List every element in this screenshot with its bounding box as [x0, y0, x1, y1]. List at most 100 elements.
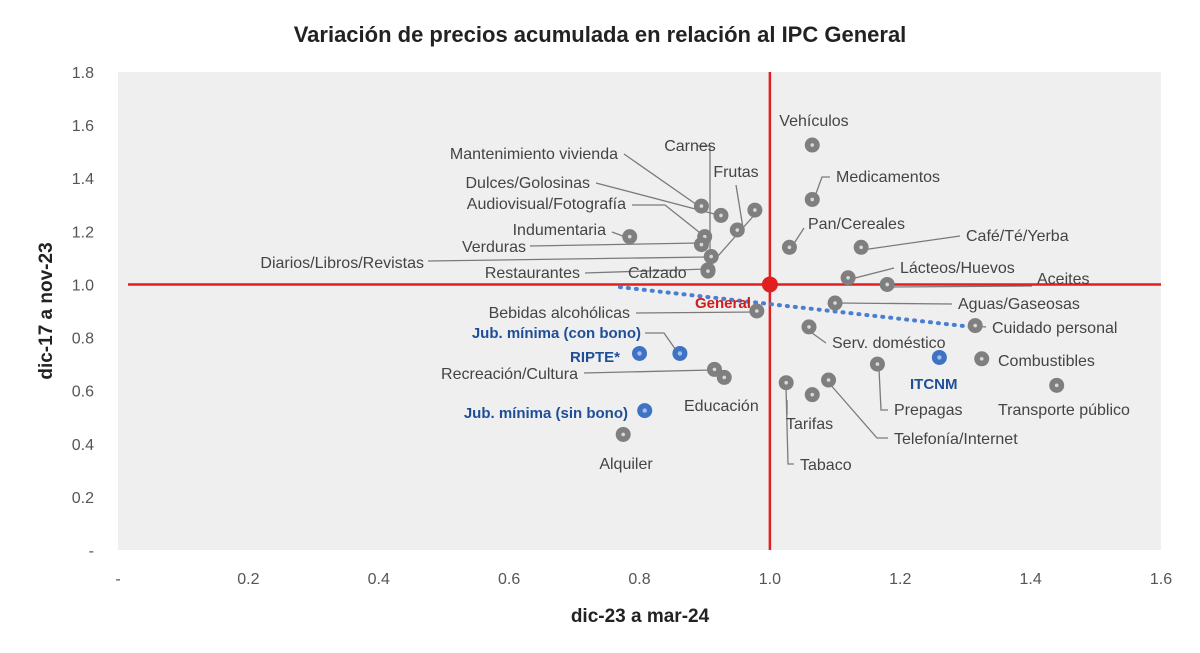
- x-tick-label: 1.4: [1020, 571, 1042, 588]
- point-center-jub-minima-con-bono: [677, 351, 683, 356]
- label-prepagas: Prepagas: [894, 402, 963, 419]
- point-center-dulces-golosinas: [719, 213, 723, 218]
- leader-line-serv-domestico: [811, 332, 827, 344]
- point-center-aceites: [885, 282, 890, 287]
- leader-line-bebidas-alcoholicas: [635, 311, 758, 314]
- label-alquiler: Alquiler: [599, 456, 653, 473]
- point-center-mantenimiento-vivienda: [699, 204, 704, 208]
- label-telefonia-internet: Telefonía/Internet: [894, 431, 1018, 448]
- label-medicamentos: Medicamentos: [836, 169, 940, 186]
- label-calzado: Calzado: [628, 265, 687, 282]
- leader-line-verduras: [529, 242, 701, 247]
- leader-line-restaurantes: [584, 268, 708, 274]
- label-transporte-publico: Transporte público: [998, 402, 1130, 419]
- label-recreacion-cultura: Recreación/Cultura: [441, 366, 578, 383]
- label-jub-minima-con-bono: Jub. mínima (con bono): [472, 325, 641, 342]
- point-center-carnes: [753, 208, 757, 212]
- point-center-lacteos-huevos: [846, 276, 850, 280]
- leader-line-aceites: [889, 285, 1033, 288]
- leader-line-cafe-te-yerba: [861, 235, 961, 251]
- point-center-combustibles: [979, 357, 984, 361]
- label-aceites: Aceites: [1037, 271, 1089, 288]
- label-vehiculos: Vehículos: [779, 113, 848, 130]
- point-center-bebidas-alcoholicas: [755, 309, 759, 313]
- leader-line-prepagas: [878, 368, 888, 411]
- point-center-pan-cereales: [787, 245, 792, 250]
- point-center-calzado: [706, 269, 710, 273]
- label-mantenimiento-vivienda: Mantenimiento vivienda: [450, 146, 618, 163]
- x-tick-label: 0.4: [368, 571, 390, 588]
- point-center-telefonia-internet: [826, 378, 831, 382]
- trendline: [617, 285, 974, 329]
- y-tick-label: 1.0: [72, 277, 94, 294]
- leader-line-frutas: [735, 184, 744, 229]
- y-tick-label: -: [89, 543, 94, 560]
- point-center-prepagas: [875, 362, 880, 366]
- label-restaurantes: Restaurantes: [485, 265, 580, 282]
- reference-lines: [128, 72, 1161, 550]
- point-center-indumentaria: [627, 234, 632, 239]
- y-tick-label: 1.4: [72, 171, 94, 188]
- label-aguas-gaseosas: Aguas/Gaseosas: [958, 296, 1080, 313]
- point-center-frutas: [735, 228, 740, 232]
- label-dulces-golosinas: Dulces/Golosinas: [466, 175, 591, 192]
- y-tick-label: 1.2: [72, 224, 94, 241]
- point-general: [761, 276, 778, 293]
- label-audiovisual-fotografia: Audiovisual/Fotografía: [467, 196, 626, 213]
- leader-line-aguas-gaseosas: [835, 302, 953, 305]
- x-tick-label: 1.6: [1150, 571, 1172, 588]
- data-points: [615, 137, 1065, 442]
- x-tick-label: -: [115, 571, 120, 588]
- y-tick-label: 1.6: [72, 118, 94, 135]
- leader-line-audiovisual-fotografia: [632, 204, 705, 237]
- point-center-medicamentos: [810, 197, 815, 202]
- x-tick-label: 0.8: [628, 571, 650, 588]
- label-tabaco: Tabaco: [800, 457, 852, 474]
- label-cafe-te-yerba: Café/Té/Yerba: [966, 228, 1069, 245]
- point-center-alquiler: [621, 432, 626, 437]
- label-tarifas: Tarifas: [786, 416, 833, 433]
- point-center-educacion: [722, 375, 727, 380]
- y-tick-label: 0.2: [72, 490, 94, 507]
- label-serv-domestico: Serv. doméstico: [832, 335, 946, 352]
- point-center-tabaco: [784, 380, 788, 385]
- point-center-aguas-gaseosas: [833, 301, 837, 305]
- point-center-cuidado-personal: [973, 323, 978, 328]
- leader-line-medicamentos: [813, 176, 830, 200]
- label-jub-minima-sin-bono: Jub. mínima (sin bono): [464, 405, 628, 422]
- point-center-itcnm: [937, 355, 942, 360]
- leader-line-jub-minima-con-bono: [645, 332, 679, 354]
- x-tick-labels: - 0.2 0.4 0.6 0.8 1.0 1.2 1.4 1.6: [115, 571, 1172, 588]
- x-tick-label: 0.2: [237, 571, 259, 588]
- y-axis-title: dic-17 a nov-23: [36, 242, 57, 379]
- point-center-ripte: [637, 351, 642, 356]
- leader-line-recreacion-cultura: [583, 369, 713, 374]
- label-general: General: [695, 295, 751, 312]
- x-tick-label: 1.0: [759, 571, 781, 588]
- point-center-serv-domestico: [807, 325, 811, 329]
- x-axis-title: dic-23 a mar-24: [571, 606, 710, 627]
- y-tick-label: 0.8: [72, 331, 94, 348]
- point-center-jub-minima-sin-bono: [642, 408, 647, 413]
- leader-line-telefonia-internet: [828, 382, 888, 439]
- label-bebidas-alcoholicas: Bebidas alcohólicas: [489, 305, 630, 322]
- label-itcnm: ITCNM: [910, 376, 958, 393]
- label-indumentaria: Indumentaria: [513, 222, 606, 239]
- y-tick-label: 1.8: [72, 65, 94, 82]
- point-center-transporte-publico: [1054, 383, 1059, 388]
- y-tick-label: 0.4: [72, 437, 94, 454]
- leader-line-lacteos-huevos: [854, 267, 895, 279]
- point-center-tarifas: [810, 392, 815, 397]
- label-pan-cereales: Pan/Cereales: [808, 216, 905, 233]
- leader-line-diarios-libros-revistas: [427, 256, 709, 262]
- y-tick-labels: - 0.2 0.4 0.6 0.8 1.0 1.2 1.4 1.6 1.8: [72, 65, 94, 560]
- plot-background: [118, 72, 1161, 550]
- x-tick-label: 0.6: [498, 571, 520, 588]
- label-educacion: Educación: [684, 398, 759, 415]
- leader-line-mantenimiento-vivienda: [623, 153, 701, 208]
- label-verduras: Verduras: [462, 239, 526, 256]
- label-diarios-libros-revistas: Diarios/Libros/Revistas: [260, 255, 424, 272]
- label-frutas: Frutas: [713, 164, 758, 181]
- point-labels: Vehículos Carnes Frutas Mantenimiento vivie…: [260, 113, 1130, 474]
